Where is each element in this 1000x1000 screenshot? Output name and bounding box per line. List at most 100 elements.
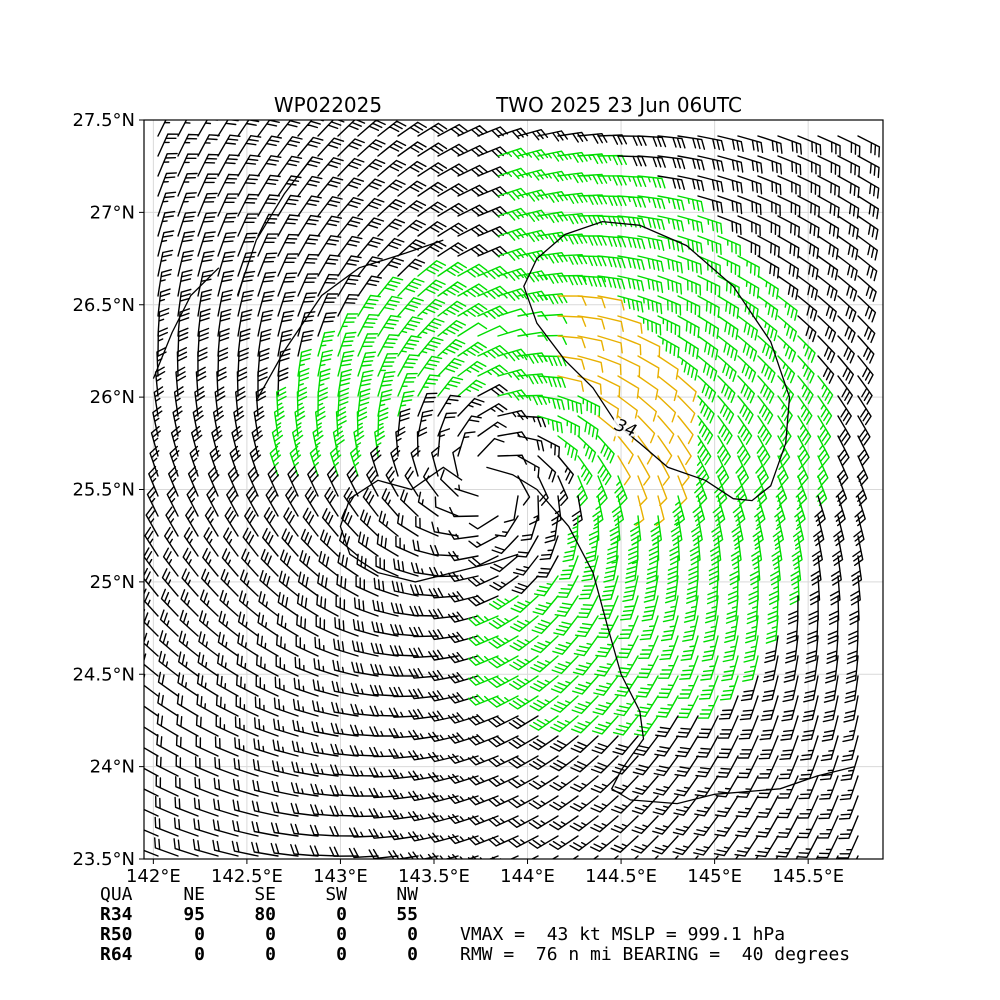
wind-barb xyxy=(777,215,800,238)
wind-barb xyxy=(754,475,768,507)
wind-barb xyxy=(817,315,837,343)
wind-barb xyxy=(603,555,619,583)
wind-barb xyxy=(440,469,459,497)
wind-barb xyxy=(775,835,799,858)
wind-barb xyxy=(457,360,487,377)
wind-barb xyxy=(837,395,852,426)
wind-barb xyxy=(838,795,859,820)
wind-barb xyxy=(819,755,839,781)
wind-barb xyxy=(597,255,626,269)
wind-barb xyxy=(557,192,588,204)
wind-barb xyxy=(577,173,608,185)
wind-barb xyxy=(237,213,259,237)
wind-barb xyxy=(192,838,219,857)
wind-barb xyxy=(632,775,659,795)
wind-barb xyxy=(802,695,819,722)
wind-barb xyxy=(357,139,386,157)
wind-barb xyxy=(577,395,601,418)
wind-barb xyxy=(697,255,721,276)
wind-barb xyxy=(677,275,702,296)
wind-barb xyxy=(737,355,757,383)
wind-barb xyxy=(428,690,459,702)
wind-barb xyxy=(776,815,799,838)
wind-barb xyxy=(177,172,198,197)
wind-barb xyxy=(217,347,229,377)
wind-barb xyxy=(330,764,359,777)
wind-barb xyxy=(144,726,159,737)
wind-barb xyxy=(232,799,259,817)
wind-barb xyxy=(369,746,399,758)
wind-barb xyxy=(397,160,427,177)
wind-barb xyxy=(697,275,721,297)
wind-barb xyxy=(637,175,666,189)
wind-barb xyxy=(447,672,479,684)
wind-barb xyxy=(317,254,341,277)
wind-barb xyxy=(757,235,780,258)
wind-barb xyxy=(571,715,599,734)
wind-barb xyxy=(428,629,459,641)
wind-barb xyxy=(717,715,739,739)
wind-barb xyxy=(212,819,239,837)
wind-barb xyxy=(655,695,679,718)
wind-barb xyxy=(815,475,828,507)
wind-barb xyxy=(454,484,479,497)
wind-barb xyxy=(569,795,599,812)
wind-barb xyxy=(757,295,779,321)
wind-barb xyxy=(214,736,239,757)
wind-barb xyxy=(307,466,319,497)
wind-barb xyxy=(339,530,359,557)
contour-line xyxy=(486,466,856,805)
wind-barb xyxy=(212,839,239,857)
wind-barb xyxy=(842,715,859,743)
wind-barb xyxy=(337,313,359,337)
wind-barb xyxy=(637,195,666,210)
wind-barb xyxy=(237,120,260,137)
wind-barb xyxy=(279,549,299,577)
wind-barb xyxy=(849,595,860,626)
wind-barb xyxy=(631,835,659,854)
wind-barb xyxy=(302,507,319,537)
table-cell: 0 xyxy=(407,944,418,965)
wind-barb xyxy=(577,235,607,246)
wind-barb xyxy=(256,633,279,657)
wind-barb xyxy=(719,675,739,701)
wind-barb xyxy=(657,195,685,211)
wind-barb xyxy=(177,269,193,297)
wind-barb xyxy=(828,595,840,625)
wind-barb xyxy=(797,135,822,156)
wind-barb xyxy=(213,777,239,797)
wind-barb xyxy=(374,426,386,457)
wind-barb xyxy=(220,569,239,597)
wind-barb xyxy=(447,813,479,824)
wind-barb xyxy=(368,767,399,778)
wind-barb xyxy=(297,348,312,377)
wind-barb xyxy=(175,776,199,797)
valid-time-title: TWO 2025 23 Jun 06UTC xyxy=(495,93,742,117)
wind-barb xyxy=(357,351,377,377)
wind-barb xyxy=(397,121,427,137)
wind-barb xyxy=(195,366,207,397)
wind-barb xyxy=(294,656,319,677)
wind-barb xyxy=(297,175,323,197)
wind-barb xyxy=(390,623,419,637)
wind-barb xyxy=(557,274,587,286)
wind-barb xyxy=(672,815,699,836)
wind-barb xyxy=(631,795,659,815)
wind-barb xyxy=(214,386,226,417)
wind-barb xyxy=(837,215,859,240)
wind-barb xyxy=(357,369,374,397)
wind-barb xyxy=(217,154,240,177)
wind-barb xyxy=(417,491,439,517)
wind-barb xyxy=(216,366,227,397)
wind-barb xyxy=(730,535,742,566)
x-tick-label: 142°E xyxy=(126,866,181,887)
wind-barb xyxy=(612,735,639,756)
wind-barb xyxy=(785,635,799,664)
wind-barb xyxy=(749,555,761,586)
wind-barb xyxy=(329,784,359,797)
wind-barb xyxy=(657,415,675,444)
wind-barb xyxy=(368,787,399,799)
wind-barb xyxy=(549,835,579,850)
wind-barb xyxy=(377,179,406,197)
wind-barb xyxy=(675,735,699,758)
